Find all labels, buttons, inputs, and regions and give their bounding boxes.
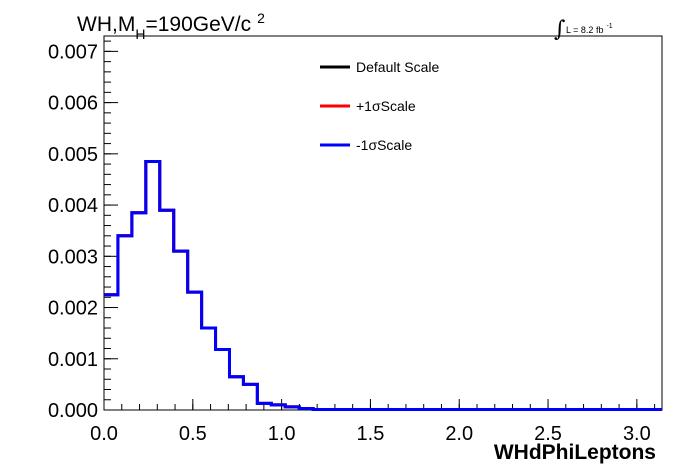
chart-title: WH,MH=190GeV/c 2 bbox=[77, 10, 265, 42]
lumi-superscript: -1 bbox=[606, 23, 612, 30]
y-tick-label: 0.002 bbox=[48, 298, 98, 320]
title-superscript: 2 bbox=[257, 10, 265, 26]
x-tick-label: 1.5 bbox=[357, 423, 385, 445]
x-tick-label: 0.0 bbox=[90, 423, 118, 445]
legend-label-default: Default Scale bbox=[356, 59, 439, 75]
legend-entry-plus1sigma: +1σScale bbox=[320, 98, 416, 114]
x-tick-label: 2.5 bbox=[534, 423, 562, 445]
series-group bbox=[104, 160, 662, 411]
y-tick-label: 0.003 bbox=[48, 246, 98, 268]
axes: 0.000 0.001 0.002 0.003 0.004 0.005 0.006 0.007… bbox=[48, 40, 656, 445]
lumi-integral-symbol: ∫ bbox=[554, 17, 566, 42]
plot-frame bbox=[103, 35, 663, 411]
y-tick-label: 0.005 bbox=[48, 144, 98, 166]
x-tick-label: 3.0 bbox=[623, 423, 651, 445]
legend-label-minus1sigma: -1σScale bbox=[356, 137, 412, 153]
y-tick-label: 0.006 bbox=[48, 93, 98, 115]
x-tick-label: 1.0 bbox=[268, 423, 296, 445]
legend-entry-default: Default Scale bbox=[320, 59, 439, 75]
y-tick-label: 0.004 bbox=[48, 195, 98, 217]
title-value: =190GeV/c bbox=[145, 13, 251, 36]
lumi-text: L = 8.2 fb bbox=[566, 25, 603, 35]
y-tick-label: 0.007 bbox=[48, 41, 98, 63]
x-axis-label: WHdPhiLeptons bbox=[494, 441, 656, 464]
series-line-2 bbox=[104, 160, 662, 411]
y-tick-label: 0.000 bbox=[48, 400, 98, 422]
y-tick-label: 0.001 bbox=[48, 349, 98, 371]
title-subscript: H bbox=[135, 26, 145, 42]
legend-entry-minus1sigma: -1σScale bbox=[320, 137, 412, 153]
legend-label-plus1sigma: +1σScale bbox=[356, 98, 416, 114]
legend: Default Scale +1σScale -1σScale bbox=[320, 59, 439, 153]
x-tick-label: 2.0 bbox=[445, 423, 473, 445]
x-tick-label: 0.5 bbox=[179, 423, 207, 445]
title-main: WH,M bbox=[77, 13, 135, 36]
lumi-label: L = 8.2 fb -1 bbox=[566, 23, 613, 35]
